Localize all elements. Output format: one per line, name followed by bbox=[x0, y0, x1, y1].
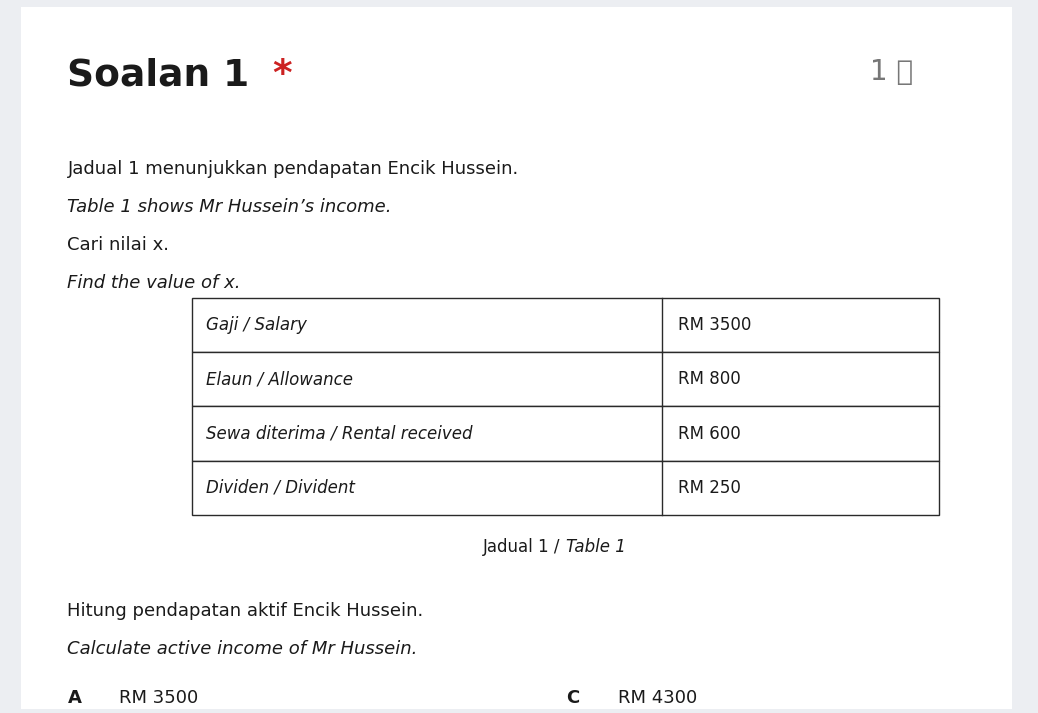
Text: RM 3500: RM 3500 bbox=[119, 689, 198, 707]
Text: Find the value of x.: Find the value of x. bbox=[67, 274, 241, 292]
Text: Hitung pendapatan aktif Encik Hussein.: Hitung pendapatan aktif Encik Hussein. bbox=[67, 602, 424, 620]
Text: RM 3500: RM 3500 bbox=[678, 316, 752, 334]
Text: Table 1 shows Mr Hussein’s income.: Table 1 shows Mr Hussein’s income. bbox=[67, 198, 392, 216]
Bar bbox=[192, 352, 939, 406]
Bar bbox=[192, 298, 939, 352]
Text: Jadual 1 /: Jadual 1 / bbox=[483, 538, 566, 555]
Text: RM 4300: RM 4300 bbox=[618, 689, 696, 707]
Text: Dividen / Divident: Dividen / Divident bbox=[206, 478, 354, 497]
Bar bbox=[192, 406, 939, 461]
Text: A: A bbox=[67, 689, 81, 707]
FancyBboxPatch shape bbox=[21, 7, 1012, 709]
Text: Gaji / Salary: Gaji / Salary bbox=[206, 316, 306, 334]
Text: Elaun / Allowance: Elaun / Allowance bbox=[206, 370, 353, 389]
Text: Calculate active income of Mr Hussein.: Calculate active income of Mr Hussein. bbox=[67, 640, 418, 657]
Text: 1 分: 1 分 bbox=[870, 58, 913, 86]
Text: Jadual 1 menunjukkan pendapatan Encik Hussein.: Jadual 1 menunjukkan pendapatan Encik Hu… bbox=[67, 160, 519, 178]
Text: Sewa diterima / Rental received: Sewa diterima / Rental received bbox=[206, 424, 472, 443]
Text: Soalan 1: Soalan 1 bbox=[67, 57, 263, 93]
Text: RM 250: RM 250 bbox=[678, 478, 741, 497]
Text: Cari nilai x.: Cari nilai x. bbox=[67, 236, 169, 254]
Text: RM 600: RM 600 bbox=[678, 424, 740, 443]
Text: *: * bbox=[272, 57, 292, 93]
Text: RM 800: RM 800 bbox=[678, 370, 740, 389]
Text: C: C bbox=[566, 689, 579, 707]
Bar bbox=[192, 461, 939, 515]
Text: Table 1: Table 1 bbox=[566, 538, 626, 555]
